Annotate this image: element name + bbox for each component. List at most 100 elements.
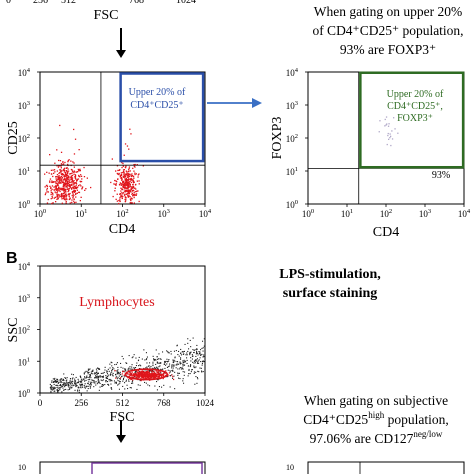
plot3-x-ticks: 0 256 512 768 1024 [38,393,215,408]
event-dot [60,381,62,383]
event-dot [58,159,60,162]
event-dot [50,193,52,196]
event-dot [131,193,133,195]
event-dot [163,372,165,374]
event-dot [149,370,151,372]
event-dot [73,194,75,196]
event-dot [102,377,104,379]
event-dot [193,362,195,364]
event-dot [137,174,139,176]
event-dot [54,388,56,390]
event-dot [50,191,52,194]
event-dot [122,379,124,381]
event-dot [90,373,92,375]
event-dot [126,172,128,174]
event-dot [173,378,175,381]
event-dot [196,362,198,364]
plot1-ylabel: CD25 [6,121,21,154]
event-dot [91,379,93,381]
event-dot [393,117,395,119]
event-dot [68,181,71,183]
event-dot [105,380,107,382]
event-dot [75,187,77,190]
event-dot [61,169,63,171]
event-dot [190,371,192,373]
event-dot [121,373,123,375]
event-dot [49,383,51,385]
event-dot [181,367,183,369]
event-dot [146,377,149,379]
event-dot [191,369,193,371]
event-dot [125,368,127,370]
event-dot [57,382,59,384]
event-dot [46,191,48,193]
event-dot [67,172,69,174]
event-dot [107,381,109,383]
event-dot [126,185,128,187]
event-dot [193,365,195,367]
event-dot [63,379,65,381]
event-dot [50,190,52,192]
plot2-gate-foxp3 [359,71,465,169]
event-dot [115,183,117,185]
event-dot [162,374,164,376]
event-dot [69,378,71,380]
event-dot [147,377,149,379]
event-dot [129,198,131,200]
event-dot [94,372,96,374]
event-dot [57,390,59,392]
event-dot [128,355,130,357]
event-dot [175,350,177,352]
event-dot [190,365,192,367]
event-dot [54,387,56,389]
event-dot [69,192,71,195]
event-dot [161,375,163,377]
event-dot [54,390,56,392]
event-dot [167,351,169,353]
plot-foxp3-cd4: Upper 20% of CD4⁺CD25⁺, FOXP3⁺ 93% 100 10… [270,67,471,240]
event-dot [63,382,65,384]
event-dot [88,369,90,371]
event-dot [117,366,119,368]
event-dot [130,189,132,191]
plot4-frame-cropped [39,461,206,474]
event-dot [71,194,73,197]
event-dot [203,361,205,363]
event-dot [72,186,74,188]
event-dot [88,377,90,379]
event-dot [124,194,126,196]
event-dot [136,164,138,166]
event-dot [139,376,141,378]
event-dot [143,349,145,351]
event-dot [177,368,179,370]
event-dot [388,123,390,125]
event-dot [119,371,121,373]
event-dot [197,360,199,362]
event-dot [65,182,67,184]
event-dot [136,190,138,192]
event-dot [127,195,129,197]
event-dot [160,358,162,360]
event-dot [105,375,107,377]
event-dot [57,188,59,190]
event-dot [75,171,77,173]
event-dot [129,366,131,368]
event-dot [149,370,151,372]
event-dot [126,362,128,364]
event-dot [93,380,95,382]
event-dot [120,173,123,176]
event-dot [134,187,136,189]
event-dot [65,188,67,190]
event-dot [89,376,91,378]
event-dot [134,163,136,166]
event-dot [160,362,162,364]
event-dot [112,375,114,377]
event-dot [118,173,120,176]
event-dot [129,372,131,374]
event-dot [117,169,119,172]
event-dot [71,179,74,181]
event-dot [53,383,55,385]
event-dot [136,180,138,182]
event-dot [58,179,60,181]
event-dot [60,167,62,169]
